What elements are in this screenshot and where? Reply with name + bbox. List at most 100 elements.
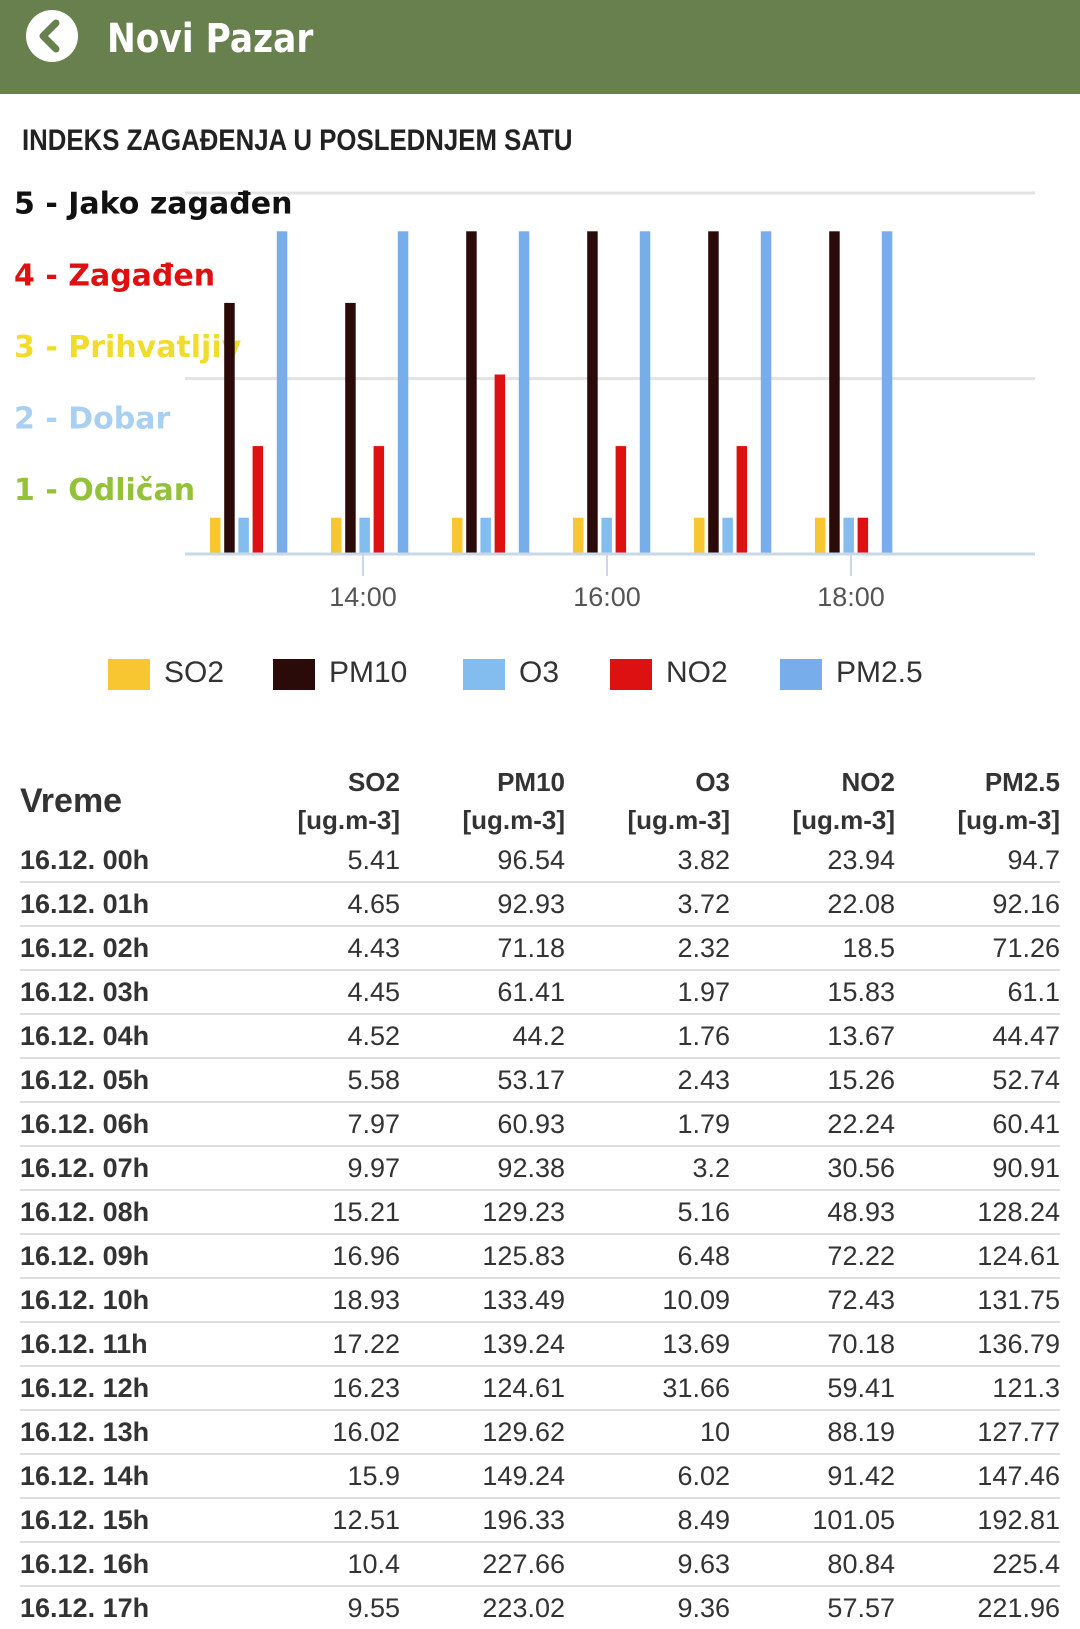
value-cell: 223.02 — [400, 1585, 565, 1629]
bar-o3 — [359, 517, 370, 554]
time-column-header: Vreme — [20, 782, 123, 820]
y-level-label: 1 - Odličan — [14, 473, 195, 508]
bar-pm25 — [518, 231, 530, 554]
value-cell: 8.49 — [565, 1497, 730, 1542]
value-cell: 192.81 — [895, 1497, 1060, 1542]
value-cell: 9.55 — [235, 1585, 400, 1629]
value-cell: 15.83 — [730, 969, 895, 1014]
value-cell: 44.47 — [895, 1013, 1060, 1058]
value-cell: 6.02 — [565, 1453, 730, 1498]
app-bar: Novi Pazar — [0, 0, 1080, 94]
value-cell: 2.43 — [565, 1057, 730, 1102]
value-cell: 10.09 — [565, 1277, 730, 1322]
value-cell: 16.02 — [235, 1409, 400, 1454]
value-cell: 52.74 — [895, 1057, 1060, 1102]
value-cell: 13.67 — [730, 1013, 895, 1058]
bar-no2 — [494, 374, 506, 554]
value-cell: 125.83 — [400, 1233, 565, 1278]
time-cell: 16.12. 02h — [20, 925, 235, 970]
value-cell: 5.16 — [565, 1189, 730, 1234]
column-header: NO2 [ug.m-3] — [730, 763, 895, 839]
value-cell: 13.69 — [565, 1321, 730, 1366]
bar-pm25 — [639, 231, 651, 554]
y-level-label: 3 - Prihvatljiv — [14, 330, 242, 365]
table-row: 16.12. 09h 16.96 125.83 6.48 72.22 124.61 — [20, 1233, 1060, 1278]
table-row: 16.12. 05h 5.58 53.17 2.43 15.26 52.74 — [20, 1057, 1060, 1102]
time-cell: 16.12. 13h — [20, 1409, 235, 1454]
time-cell: 16.12. 17h — [20, 1585, 235, 1629]
bar-pm25 — [276, 231, 288, 554]
value-cell: 88.19 — [730, 1409, 895, 1454]
time-cell: 16.12. 01h — [20, 881, 235, 926]
value-cell: 127.77 — [895, 1409, 1060, 1454]
bar-so2 — [573, 517, 584, 554]
legend-label: NO2 — [666, 656, 728, 689]
value-cell: 124.61 — [895, 1233, 1060, 1278]
value-cell: 15.26 — [730, 1057, 895, 1102]
value-cell: 92.16 — [895, 881, 1060, 926]
value-cell: 3.2 — [565, 1145, 730, 1190]
bar-so2 — [210, 517, 221, 554]
time-cell: 16.12. 09h — [20, 1233, 235, 1278]
column-header-unit: [ug.m-3] — [792, 805, 895, 835]
value-cell: 4.43 — [235, 925, 400, 970]
time-cell: 16.12. 15h — [20, 1497, 235, 1542]
value-cell: 18.5 — [730, 925, 895, 970]
time-cell: 16.12. 14h — [20, 1453, 235, 1498]
bar-o3 — [843, 517, 854, 554]
column-header-name: O3 — [695, 767, 730, 797]
time-cell: 16.12. 05h — [20, 1057, 235, 1102]
value-cell: 1.97 — [565, 969, 730, 1014]
value-cell: 121.3 — [895, 1365, 1060, 1410]
bar-pm10 — [345, 302, 356, 554]
value-cell: 72.43 — [730, 1277, 895, 1322]
column-header: PM10 [ug.m-3] — [400, 763, 565, 839]
legend-swatch — [610, 659, 652, 690]
value-cell: 12.51 — [235, 1497, 400, 1542]
value-cell: 71.18 — [400, 925, 565, 970]
measurements-table-wrap: Vreme SO2 [ug.m-3] PM10 [ug.m-3] O3 [ug.m-3] N… — [20, 763, 1060, 1629]
time-cell: 16.12. 03h — [20, 969, 235, 1014]
value-cell: 149.24 — [400, 1453, 565, 1498]
bar-pm10 — [708, 231, 719, 554]
table-row: 16.12. 15h 12.51 196.33 8.49 101.05 192.81 — [20, 1497, 1060, 1542]
value-cell: 221.96 — [895, 1585, 1060, 1629]
time-cell: 16.12. 12h — [20, 1365, 235, 1410]
table-row: 16.12. 06h 7.97 60.93 1.79 22.24 60.41 — [20, 1101, 1060, 1146]
value-cell: 16.23 — [235, 1365, 400, 1410]
value-cell: 15.21 — [235, 1189, 400, 1234]
bar-so2 — [815, 517, 826, 554]
time-cell: 16.12. 08h — [20, 1189, 235, 1234]
bar-o3 — [601, 517, 612, 554]
bar-no2 — [615, 446, 627, 554]
value-cell: 23.94 — [827, 845, 895, 875]
time-cell: 16.12. 07h — [20, 1145, 235, 1190]
table-row: 16.12. 08h 15.21 129.23 5.16 48.93 128.24 — [20, 1189, 1060, 1234]
value-cell: 22.24 — [730, 1101, 895, 1146]
value-cell: 71.26 — [895, 925, 1060, 970]
bar-pm10 — [466, 231, 477, 554]
x-tick-label: 16:00 — [573, 582, 641, 612]
measurements-table: Vreme SO2 [ug.m-3] PM10 [ug.m-3] O3 [ug.m-3] N… — [20, 763, 1060, 1629]
pollution-index-chart: 5 - Jako zagađen 4 - Zagađen 3 - Prihvatlj… — [14, 187, 1035, 612]
back-button[interactable] — [26, 10, 78, 62]
table-row: 16.12. 03h 4.45 61.41 1.97 15.83 61.1 — [20, 969, 1060, 1014]
value-cell: 9.63 — [565, 1541, 730, 1586]
table-header-row: Vreme SO2 [ug.m-3] PM10 [ug.m-3] O3 [ug.m-3] N… — [20, 763, 1060, 839]
table-row: 16.12. 01h 4.65 92.93 3.72 22.08 92.16 — [20, 881, 1060, 926]
legend-swatch — [273, 659, 315, 690]
time-cell: 16.12. 00h — [20, 845, 150, 875]
value-cell: 225.4 — [895, 1541, 1060, 1586]
column-header-name: PM10 — [497, 767, 565, 797]
bar-o3 — [238, 517, 249, 554]
table-row: 16.12. 02h 4.43 71.18 2.32 18.5 71.26 — [20, 925, 1060, 970]
value-cell: 139.24 — [400, 1321, 565, 1366]
value-cell: 4.45 — [235, 969, 400, 1014]
y-level-label: 5 - Jako zagađen — [14, 187, 292, 222]
time-cell: 16.12. 04h — [20, 1013, 235, 1058]
value-cell: 60.93 — [400, 1101, 565, 1146]
bar-pm10 — [829, 231, 840, 554]
value-cell: 44.2 — [400, 1013, 565, 1058]
legend-label: PM2.5 — [836, 656, 923, 689]
value-cell: 9.97 — [235, 1145, 400, 1190]
